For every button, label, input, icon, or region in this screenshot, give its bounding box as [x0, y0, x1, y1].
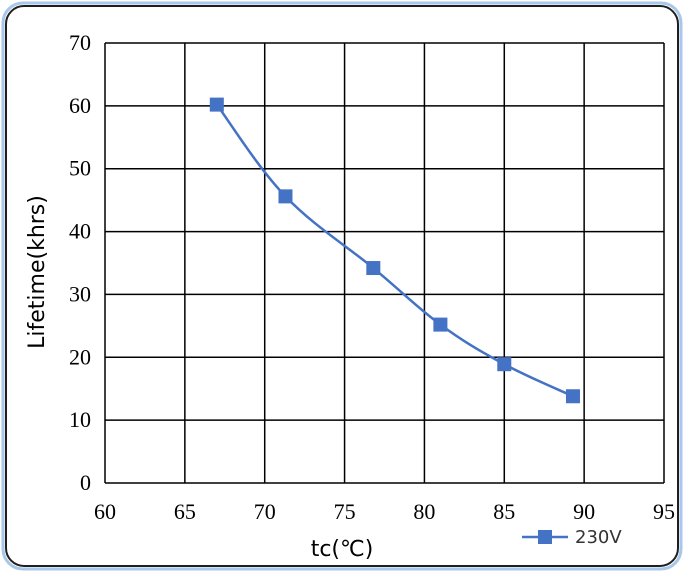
y-tick-label: 10: [69, 407, 91, 432]
data-point-230v: [497, 357, 512, 372]
legend-marker: [538, 530, 552, 544]
y-tick-label: 0: [80, 470, 91, 495]
y-tick-label: 70: [69, 30, 91, 55]
y-tick-label: 40: [69, 219, 91, 244]
y-tick-labels: 0 10 20 30 40 50 60 70: [69, 30, 91, 495]
x-tick-label: 65: [174, 499, 196, 524]
x-axis-label: tc(℃): [311, 537, 374, 562]
legend: 230V: [522, 527, 622, 548]
data-point-230v: [209, 97, 224, 112]
y-tick-label: 30: [69, 281, 91, 306]
grid: [104, 42, 665, 484]
data-point-230v: [366, 261, 381, 276]
chart-border-inner: [5, 5, 679, 567]
data-point-230v: [565, 389, 580, 404]
data-point-230v: [433, 317, 448, 332]
x-tick-label: 95: [653, 499, 675, 524]
x-tick-labels: 60 65 70 75 80 85 90 95: [94, 499, 675, 524]
x-tick-label: 60: [94, 499, 116, 524]
y-tick-label: 60: [69, 93, 91, 118]
x-tick-label: 70: [254, 499, 276, 524]
x-tick-label: 75: [334, 499, 356, 524]
legend-label-230v: 230V: [575, 527, 622, 548]
x-tick-label: 85: [493, 499, 515, 524]
y-tick-label: 20: [69, 344, 91, 369]
series-230v: [209, 97, 580, 404]
x-tick-label: 90: [573, 499, 595, 524]
x-tick-label: 80: [413, 499, 435, 524]
y-axis-label: Lifetime(khrs): [25, 195, 50, 349]
y-tick-label: 50: [69, 156, 91, 181]
data-point-230v: [278, 189, 293, 204]
